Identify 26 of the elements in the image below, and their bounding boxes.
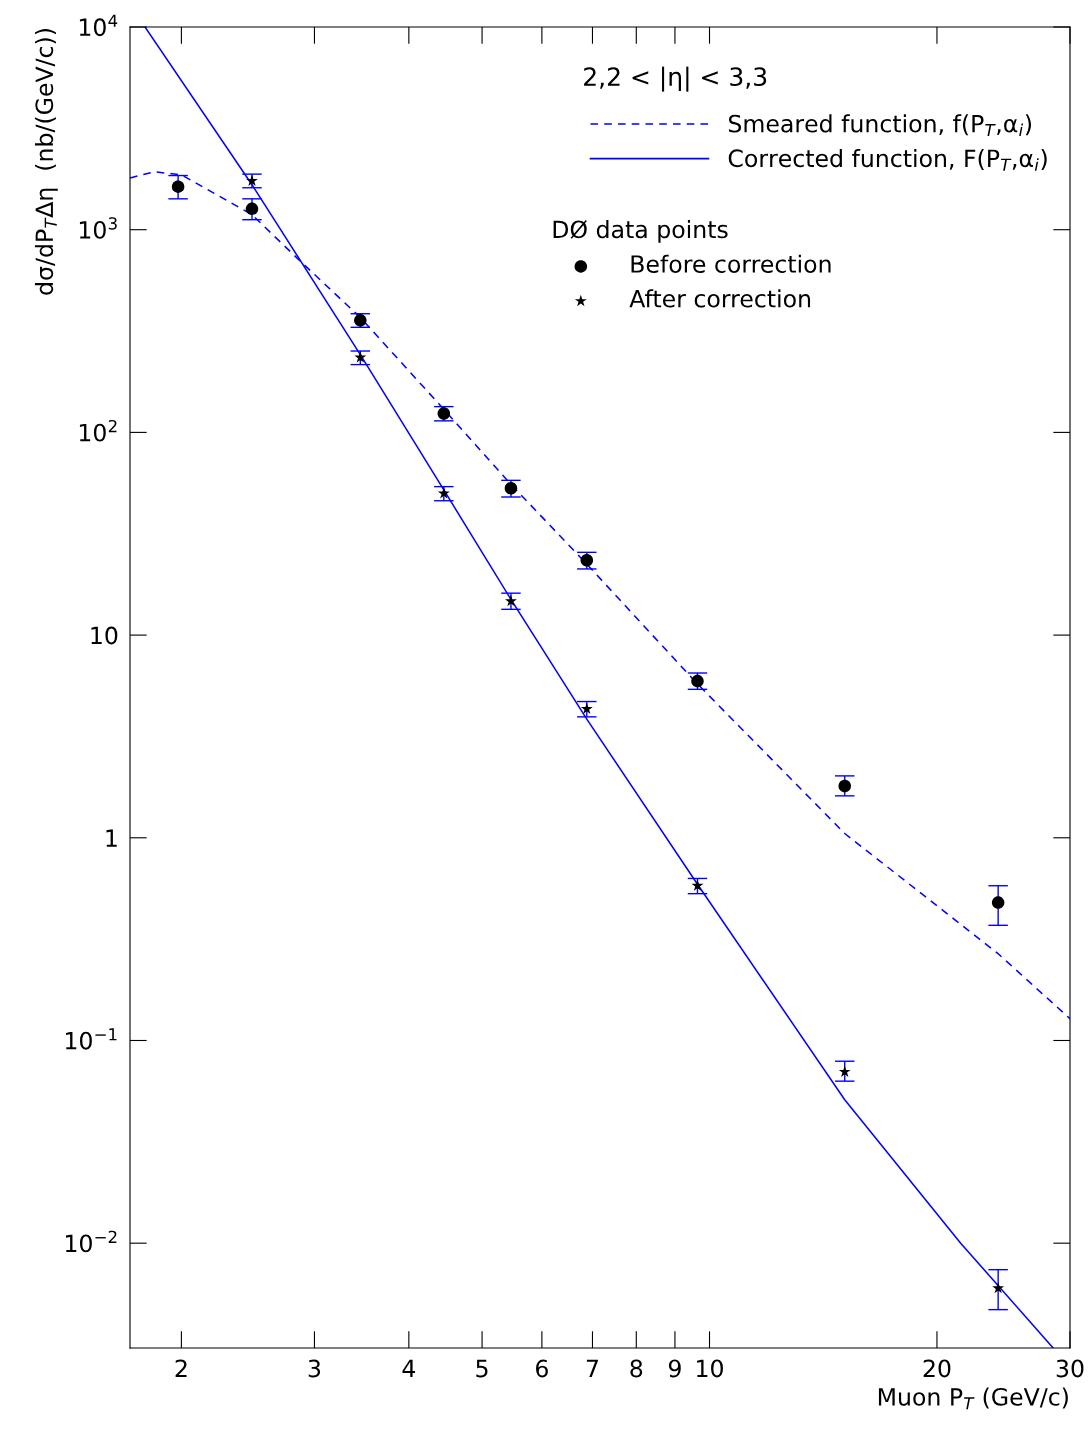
y-tick-label: 10$^{−1}$ bbox=[66, 1028, 117, 1050]
x-tick-label: 10 bbox=[697, 1359, 723, 1378]
x-tick-label: 30 bbox=[1056, 1359, 1084, 1378]
legend-label: Before correction bbox=[631, 254, 831, 273]
x-tick-label: 9 bbox=[668, 1359, 681, 1378]
x-tick-label: 5 bbox=[476, 1359, 488, 1378]
y-tick-label: 10 bbox=[91, 626, 118, 645]
x-tick-label: 2 bbox=[175, 1359, 187, 1378]
x-tick-label: 6 bbox=[536, 1359, 548, 1378]
y-tick-label: 10$^{−2}$ bbox=[66, 1230, 117, 1253]
legend-label: After correction bbox=[629, 289, 811, 308]
y-axis-title: dσ/dP$_{T}$Δη (nb/(GeV/c)) bbox=[34, 29, 58, 295]
legend-label: Smeared function, f(P$_{T}$,α$_{i}$) bbox=[728, 114, 1032, 137]
x-tick-label: 8 bbox=[630, 1359, 643, 1378]
x-tick-label: 20 bbox=[923, 1359, 951, 1378]
legend-label: Corrected function, F(P$_{T}$,α$_{i}$) bbox=[728, 148, 1047, 171]
x-tick-label: 3 bbox=[308, 1359, 321, 1378]
legend-title: DØ data points bbox=[553, 219, 728, 243]
y-tick-label: 1 bbox=[106, 829, 117, 847]
x-tick-label: 7 bbox=[586, 1359, 598, 1378]
y-tick-label: 10$^{4}$ bbox=[79, 14, 118, 37]
x-tick-label: 4 bbox=[402, 1359, 416, 1378]
annotation: 2,2 < |η| < 3,3 bbox=[584, 66, 767, 92]
x-axis-title: Muon P$_{T}$ (GeV/c) bbox=[878, 1387, 1068, 1410]
y-tick-label: 10$^{2}$ bbox=[79, 419, 117, 442]
y-tick-label: 10$^{3}$ bbox=[79, 217, 117, 239]
